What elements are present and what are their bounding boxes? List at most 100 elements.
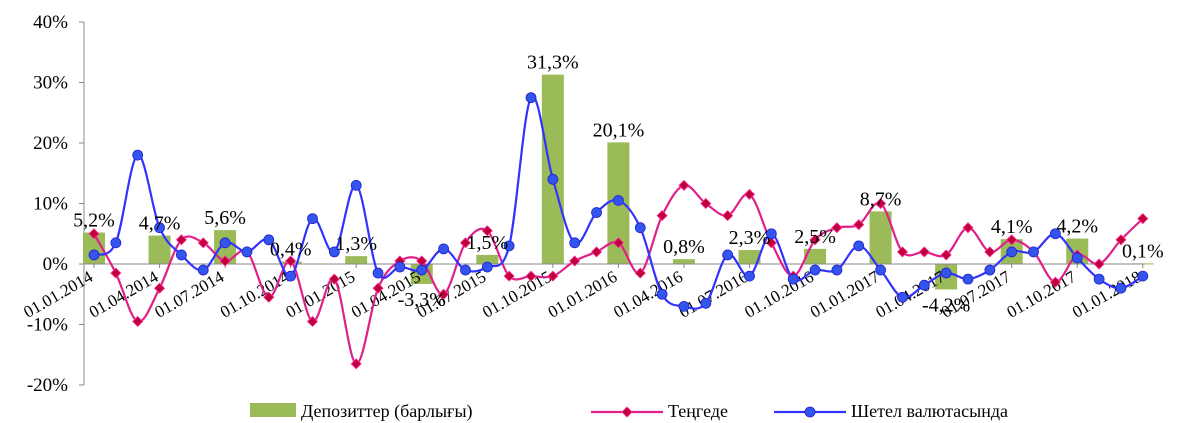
marker-foreign-currency <box>460 264 471 276</box>
marker-foreign-currency <box>416 264 428 276</box>
data-labels: 5,2% 4,7% 5,6% 0,4% 1,3% -3,3% 1,5% 31,3% 20,1% 0… <box>73 52 1163 317</box>
marker-tenge <box>132 315 144 328</box>
y-tick-label: 30% <box>33 73 68 94</box>
marker-tenge <box>285 255 297 267</box>
x-tick-label: 01.07.2014 <box>151 267 227 322</box>
x-tick-label: 01.10.2015 <box>479 267 555 322</box>
marker-foreign-currency <box>875 264 886 276</box>
bar-data-label: 31,3% <box>527 52 579 74</box>
marker-foreign-currency <box>744 270 755 282</box>
marker-foreign-currency <box>1028 246 1039 258</box>
bar-data-label: 20,1% <box>593 119 645 141</box>
marker-tenge <box>700 197 712 210</box>
bar <box>83 232 105 264</box>
marker-foreign-currency <box>1137 270 1149 282</box>
bar-data-label: 0,4% <box>270 239 312 261</box>
marker-foreign-currency <box>1071 252 1083 264</box>
legend-label-foreign-currency: Шетел валютасында <box>851 401 1008 421</box>
marker-tenge <box>175 234 187 246</box>
marker-foreign-currency <box>765 228 777 240</box>
marker-tenge <box>1049 276 1061 288</box>
marker-tenge <box>1093 258 1105 270</box>
marker-tenge <box>197 237 209 249</box>
marker-tenge <box>263 291 275 303</box>
marker-tenge <box>547 270 559 282</box>
x-tick-label: 01.01.2014 <box>20 267 96 322</box>
bar <box>345 256 368 264</box>
marker-foreign-currency <box>831 264 843 276</box>
marker-foreign-currency <box>809 264 821 276</box>
marker-foreign-currency <box>1006 246 1018 258</box>
marker-foreign-currency <box>591 207 602 218</box>
marker-tenge <box>1115 234 1127 246</box>
marker-tenge <box>940 249 952 261</box>
bar <box>869 211 892 264</box>
marker-tenge <box>634 267 646 279</box>
marker-foreign-currency <box>613 195 624 206</box>
bar-data-label: 2,5% <box>794 226 836 248</box>
marker-foreign-currency <box>88 249 100 261</box>
marker-foreign-currency <box>897 291 908 303</box>
marker-foreign-currency <box>1093 273 1105 285</box>
bar-data-label: 0,1% <box>1122 240 1164 262</box>
bar-data-label: 0,8% <box>663 236 705 258</box>
legend-swatch-deposits <box>250 403 296 417</box>
bar-data-label: 5,6% <box>204 207 246 229</box>
marker-tenge <box>962 222 974 234</box>
bar <box>738 250 761 264</box>
marker-tenge <box>765 237 777 249</box>
marker-foreign-currency <box>940 267 952 279</box>
marker-foreign-currency <box>853 240 865 252</box>
marker-tenge <box>612 237 624 249</box>
y-axis: -20% -10% 0% 10% 20% 30% 40% <box>27 12 85 396</box>
y-tick-label: -20% <box>27 375 68 396</box>
y-tick-label: 40% <box>33 12 68 33</box>
legend-label-deposits: Депозиттер (барлығы) <box>301 401 473 422</box>
marker-foreign-currency <box>481 261 493 273</box>
marker-tenge <box>459 237 472 249</box>
marker-foreign-currency <box>438 243 450 255</box>
legend-label-tenge: Теңгеде <box>668 401 728 421</box>
marker-tenge <box>743 188 756 200</box>
bar <box>148 235 171 264</box>
y-tick-label: 0% <box>43 254 69 275</box>
marker-tenge <box>918 246 930 258</box>
marker-tenge <box>722 210 734 222</box>
marker-foreign-currency <box>1050 228 1061 240</box>
marker-foreign-currency <box>984 264 996 276</box>
marker-tenge <box>372 282 384 294</box>
marker-tenge <box>831 222 843 234</box>
marker-tenge <box>656 210 668 222</box>
marker-foreign-currency <box>962 273 974 285</box>
bar-data-label: 5,2% <box>73 210 115 232</box>
legend: Депозиттер (барлығы) Теңгеде Шетел валютас… <box>250 401 1008 422</box>
x-tick-label: 01.10.2017 <box>1003 267 1079 322</box>
y-tick-label: 10% <box>33 194 68 215</box>
marker-tenge <box>503 270 515 282</box>
marker-tenge <box>896 246 909 258</box>
marker-tenge <box>1006 234 1018 246</box>
bar-data-label: 4,7% <box>139 213 181 235</box>
marker-tenge <box>1137 213 1149 225</box>
bar-data-label: 1,3% <box>335 233 377 255</box>
marker-foreign-currency <box>700 297 712 309</box>
marker-foreign-currency <box>110 237 122 249</box>
x-tick-label: 01.01.2017 <box>807 267 883 322</box>
marker-tenge <box>809 234 821 246</box>
x-tick-label: 01.01.2018 <box>1069 267 1145 322</box>
marker-foreign-currency <box>525 92 537 104</box>
bar-data-label: 4,1% <box>991 216 1033 238</box>
marker-foreign-currency <box>328 246 340 258</box>
x-tick-label: 01.04.2016 <box>610 267 686 322</box>
bar <box>804 248 827 264</box>
bar <box>541 74 564 264</box>
marker-tenge <box>153 282 166 294</box>
marker-tenge <box>328 273 340 285</box>
marker-foreign-currency <box>154 222 165 234</box>
marker-foreign-currency <box>634 222 646 234</box>
marker-foreign-currency <box>678 300 690 312</box>
marker-tenge <box>984 246 996 258</box>
marker-tenge <box>569 255 581 267</box>
marker-tenge <box>306 315 319 328</box>
